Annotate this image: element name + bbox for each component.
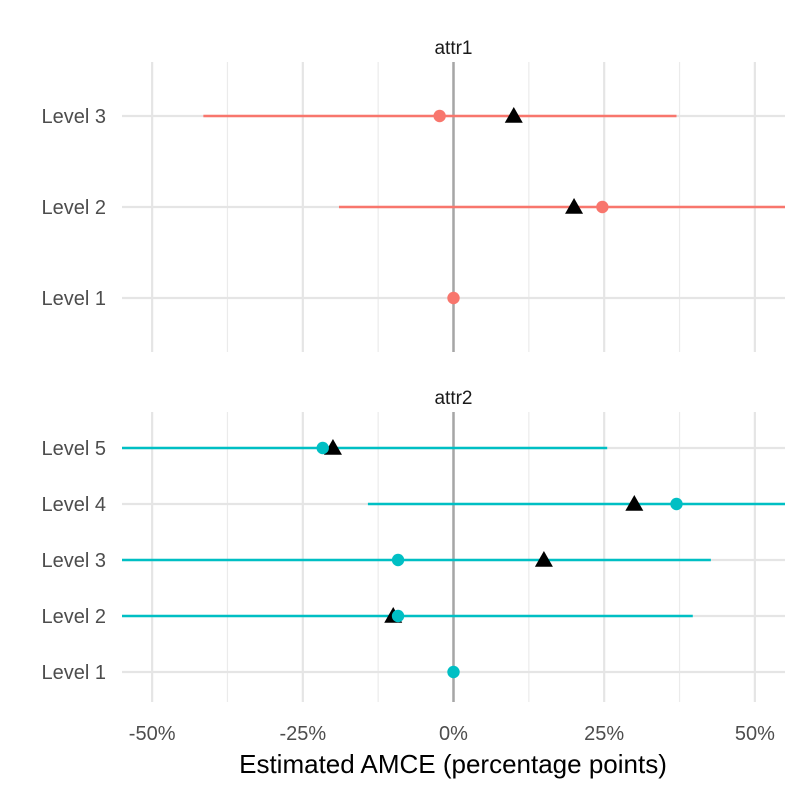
y-tick-label: Level 5 xyxy=(42,438,107,460)
triangle-marker xyxy=(565,198,584,214)
triangle-marker xyxy=(625,495,644,511)
y-tick-label: Level 2 xyxy=(42,197,107,219)
triangle-marker xyxy=(534,551,553,567)
point-estimate xyxy=(447,291,460,305)
point-estimate xyxy=(316,441,329,455)
x-tick-label: 0% xyxy=(439,723,468,745)
panel-attr1: attr1 Level 1 Level 2 Level 3 xyxy=(42,38,785,352)
panel-strip-label: attr2 xyxy=(434,388,472,409)
x-axis-label: Estimated AMCE (percentage points) xyxy=(239,749,667,779)
y-tick-label: Level 4 xyxy=(42,494,107,516)
triangle-marker xyxy=(323,439,342,455)
panel-strip-label: attr1 xyxy=(434,38,472,59)
y-tick-label: Level 3 xyxy=(42,550,107,572)
triangle-marker xyxy=(504,107,523,123)
y-tick-label: Level 1 xyxy=(42,288,107,310)
point-estimate xyxy=(391,609,405,623)
x-tick-label: 50% xyxy=(735,723,775,745)
point-estimate xyxy=(391,553,405,567)
point-estimate xyxy=(596,200,609,214)
x-axis: -50% -25% 0% 25% 50% xyxy=(129,723,775,745)
panels-layer: attr1 Level 1 Level 2 Level 3 attr2 Level 1 Le… xyxy=(42,38,785,702)
point-estimate xyxy=(433,109,446,123)
panel-attr2: attr2 Level 1 Level 2 Level 3 Level 4 Level 5 xyxy=(42,388,785,702)
y-tick-label: Level 3 xyxy=(42,106,107,128)
x-tick-label: -50% xyxy=(129,723,176,745)
x-tick-label: 25% xyxy=(584,723,624,745)
point-estimate xyxy=(447,665,460,679)
y-tick-label: Level 1 xyxy=(42,662,107,684)
y-tick-label: Level 2 xyxy=(42,606,107,628)
point-estimate xyxy=(670,497,683,511)
x-tick-label: -25% xyxy=(279,723,326,745)
